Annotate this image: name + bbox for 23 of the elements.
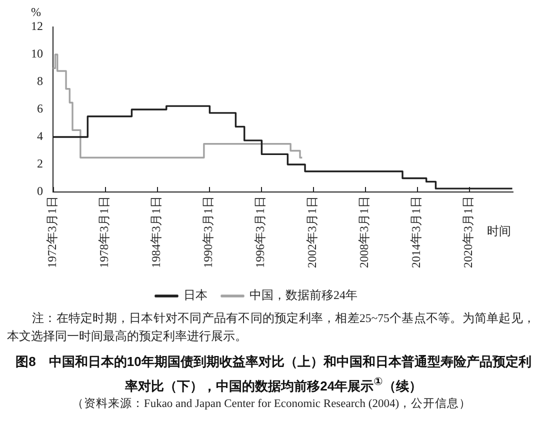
x-tick-label: 1990年3月1日 <box>201 196 216 268</box>
x-tick-label: 2014年3月1日 <box>409 196 424 268</box>
text: 图8 中国和日本的10年期国债到期收益率对比（上）和中国和日本普通型寿险产品预定利率对比（下），中国的数据均前移24年展示$^{①}$（续） <box>14 353 532 396</box>
x-tick-label: 2002年3月1日 <box>305 196 320 268</box>
text: 注：在特定时期，日本针对不同产品有不同的预定利率，相差25~75个基点不等。为简单起见，本文选择同一时间最高的预定利率进行展示。 <box>7 310 535 345</box>
y-tick-label: 8 <box>37 74 43 88</box>
x-tick-label: 1996年3月1日 <box>253 196 268 268</box>
x-tick-label: 2020年3月1日 <box>461 196 476 268</box>
y-tick-label: 2 <box>37 156 43 171</box>
x-tick-label: 1984年3月1日 <box>149 196 164 268</box>
y-tick-label: 10 <box>31 46 43 61</box>
legend-label: 中国，数据前移24年 <box>250 288 358 302</box>
x-tick-label: 1972年3月1日 <box>45 196 60 268</box>
text: （资料来源：Fukao and Japan Center for Economic Research (2004)，公开信息） <box>70 396 472 412</box>
y-tick-label: 4 <box>37 129 43 144</box>
x-tick-label: 2008年3月1日 <box>357 196 372 268</box>
y-axis-title: % <box>31 5 41 20</box>
y-tick-label: 0 <box>37 184 43 198</box>
x-tick-label: 1978年3月1日 <box>97 196 112 268</box>
y-tick-label: 12 <box>31 19 43 34</box>
x-axis-title: 时间 <box>487 224 511 238</box>
y-tick-label: 6 <box>37 102 43 116</box>
legend-label: 日本 <box>184 288 208 302</box>
